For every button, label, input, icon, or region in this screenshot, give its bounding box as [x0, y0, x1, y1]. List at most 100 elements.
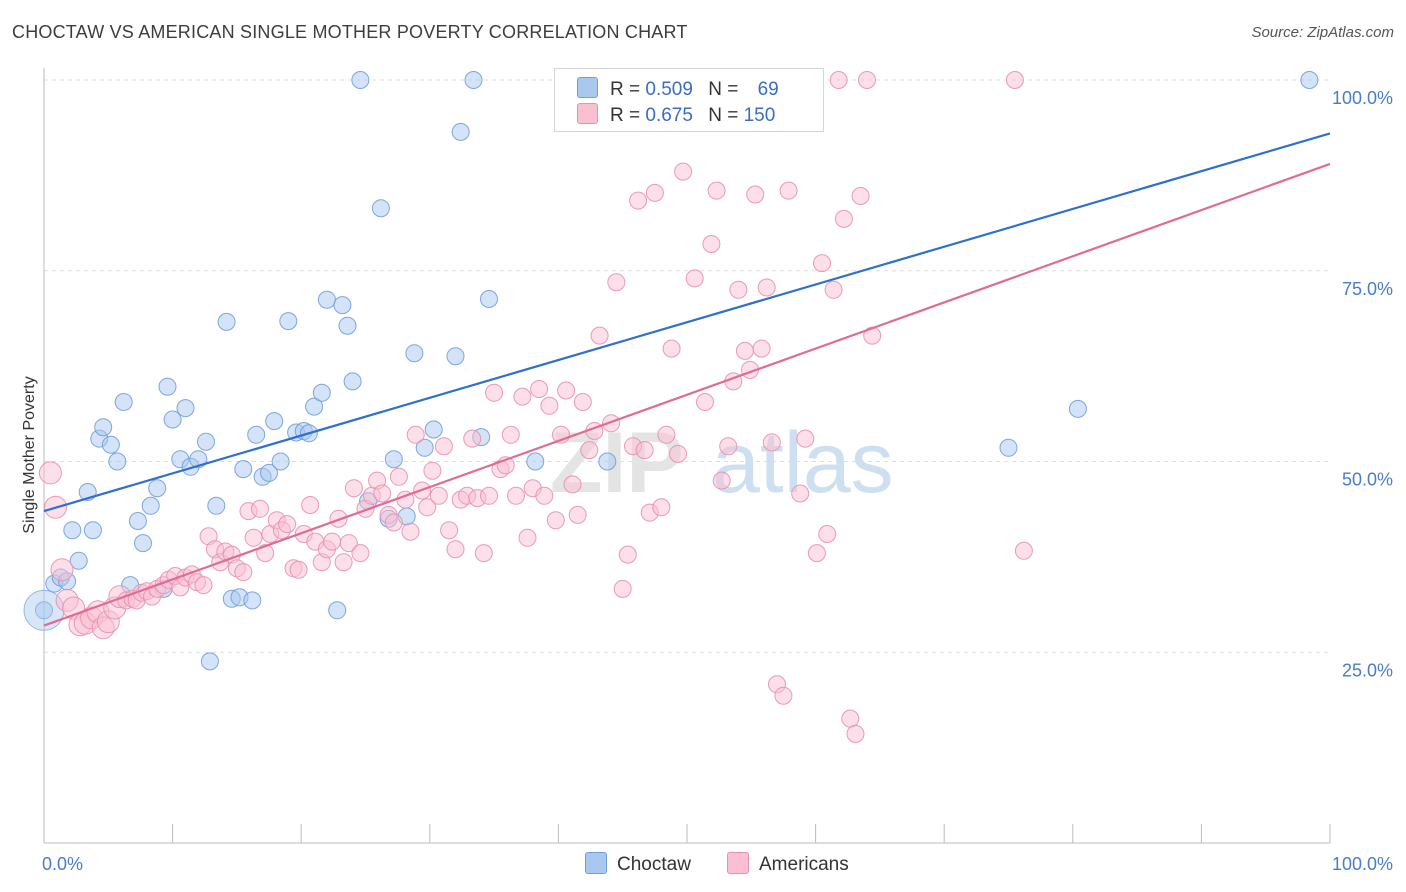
data-point-americans: [702, 235, 721, 253]
data-point-americans: [757, 278, 776, 297]
data-point-americans: [568, 505, 587, 524]
data-point-americans: [607, 273, 626, 292]
data-point-americans: [234, 563, 253, 582]
data-point-americans: [423, 461, 442, 480]
data-point-americans: [735, 341, 754, 360]
data-point-americans: [530, 380, 549, 398]
data-point-choctaw: [343, 372, 362, 391]
data-point-americans: [824, 280, 843, 299]
data-point-americans: [846, 724, 865, 743]
data-point-choctaw: [114, 393, 133, 411]
legend-swatch-americans: [577, 103, 598, 124]
y-axis-title: Single Mother Poverty: [21, 376, 38, 533]
data-point-americans: [251, 499, 269, 518]
data-point-americans: [557, 381, 576, 400]
legend-r-value: 0.675: [645, 105, 693, 126]
data-point-choctaw: [69, 551, 88, 570]
y-tick-label: 100.0%: [1332, 88, 1393, 108]
data-point-choctaw: [134, 534, 152, 553]
legend-n-value: 150: [743, 105, 776, 126]
data-point-americans: [323, 532, 342, 551]
data-point-americans: [791, 484, 810, 503]
data-point-choctaw: [200, 652, 219, 671]
bottom-legend-swatch-americans: [727, 852, 749, 874]
legend-swatch-choctaw: [577, 77, 598, 98]
data-point-americans: [590, 326, 609, 345]
data-point-americans: [434, 437, 453, 456]
data-point-americans: [546, 511, 565, 530]
chart-title: CHOCTAW VS AMERICAN SINGLE MOTHER POVERT…: [12, 22, 688, 42]
data-point-choctaw: [108, 452, 127, 471]
data-point-choctaw: [328, 601, 347, 620]
data-point-americans: [707, 181, 726, 200]
data-point-americans: [602, 414, 621, 433]
data-point-choctaw: [63, 521, 82, 540]
source-label: Source: ZipAtlas.com: [1251, 24, 1394, 41]
data-point-americans: [563, 475, 582, 494]
data-point-americans: [406, 425, 425, 444]
data-point-choctaw: [333, 296, 352, 315]
data-point-americans: [858, 71, 876, 89]
data-point-americans: [635, 441, 654, 460]
data-point-choctaw: [265, 412, 284, 431]
data-point-americans: [712, 471, 731, 490]
data-point-choctaw: [424, 420, 443, 439]
data-point-americans: [463, 429, 482, 448]
data-point-americans: [762, 433, 781, 452]
legend-row-choctaw: R = 0.509 N = 69: [577, 77, 779, 101]
data-point-americans: [518, 528, 537, 547]
data-point-americans: [446, 540, 465, 559]
data-point-americans: [339, 534, 358, 553]
data-point-americans: [813, 254, 831, 273]
data-point-americans: [618, 545, 637, 564]
trend-line-americans: [43, 162, 1331, 627]
data-point-choctaw: [405, 344, 424, 363]
data-point-americans: [384, 513, 403, 532]
data-point-choctaw: [234, 460, 253, 479]
data-point-choctaw: [351, 71, 370, 89]
data-point-americans: [50, 558, 74, 582]
data-point-americans: [334, 553, 353, 572]
legend-r-value: 0.509: [645, 79, 693, 100]
data-point-choctaw: [305, 397, 324, 416]
data-point-choctaw: [158, 377, 177, 396]
data-point-americans: [513, 387, 532, 406]
y-tick-label: 50.0%: [1342, 470, 1393, 490]
legend-r-label: R =: [610, 79, 641, 100]
data-point-americans: [373, 484, 392, 503]
data-point-americans: [194, 576, 213, 595]
data-point-choctaw: [176, 399, 195, 418]
data-point-americans: [807, 544, 826, 563]
data-point-americans: [440, 521, 459, 540]
trend-line-choctaw: [43, 132, 1331, 513]
data-point-choctaw: [464, 71, 483, 89]
data-point-americans: [1005, 71, 1024, 89]
data-point-choctaw: [128, 512, 147, 530]
data-point-choctaw: [415, 438, 434, 457]
data-point-americans: [796, 429, 815, 448]
data-point-choctaw: [480, 290, 498, 308]
axes: [43, 68, 1331, 844]
data-point-choctaw: [312, 383, 331, 402]
data-point-americans: [662, 339, 681, 358]
data-point-choctaw: [317, 290, 336, 309]
data-point-americans: [429, 486, 448, 505]
data-point-americans: [657, 425, 676, 444]
data-point-americans: [501, 425, 520, 444]
bottom-legend-choctaw: Choctaw: [585, 852, 691, 876]
data-point-americans: [719, 437, 738, 456]
data-point-americans: [573, 393, 592, 411]
data-point-americans: [278, 515, 297, 534]
data-point-choctaw: [35, 601, 53, 620]
data-point-americans: [1014, 541, 1033, 560]
bottom-legend-label-choctaw: Choctaw: [617, 854, 691, 875]
data-point-americans: [244, 528, 263, 547]
data-point-americans: [652, 498, 671, 517]
data-point-choctaw: [247, 425, 266, 444]
y-tick-label: 25.0%: [1342, 660, 1393, 680]
data-point-americans: [613, 579, 632, 598]
data-point-americans: [779, 181, 798, 200]
x-tick-label: 100.0%: [1332, 854, 1393, 874]
data-point-choctaw: [94, 418, 113, 437]
